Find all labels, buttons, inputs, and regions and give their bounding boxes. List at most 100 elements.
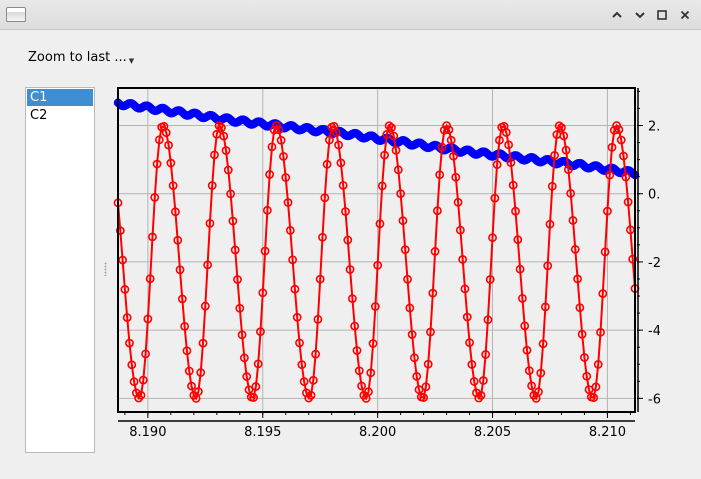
c1-point <box>490 193 500 203</box>
title-bar[interactable] <box>0 0 701 30</box>
c1-point <box>345 265 355 274</box>
c1-point <box>478 376 488 385</box>
c1-point <box>352 346 362 355</box>
c1-point <box>150 192 160 202</box>
c1-point <box>536 368 546 378</box>
c1-point <box>366 368 376 378</box>
c1-point <box>265 170 275 179</box>
c1-point <box>437 142 447 152</box>
c1-point <box>285 225 295 235</box>
c1-point <box>338 180 348 190</box>
close-button[interactable] <box>676 6 694 24</box>
c1-point <box>389 131 399 141</box>
c1-point <box>396 189 406 199</box>
c1-point <box>148 232 157 242</box>
series-c1 <box>113 121 640 403</box>
c1-point <box>591 382 601 392</box>
c1-point <box>506 158 516 168</box>
y-axis: 2.0 0.0 -2.0 -4.0 -6.0 <box>637 88 660 412</box>
c1-line <box>117 123 636 401</box>
c1-point <box>256 327 265 336</box>
c1-point <box>469 377 479 386</box>
y-tick-label: 2.0 <box>648 120 660 135</box>
c1-point <box>168 181 178 191</box>
dropdown-arrow-icon: ▼ <box>128 57 135 65</box>
c1-point <box>563 165 573 174</box>
channel-item-c1[interactable]: C1 <box>27 89 93 106</box>
c1-point <box>219 131 229 141</box>
c1-point <box>460 284 470 294</box>
c1-point <box>481 350 491 359</box>
window-app-icon <box>6 7 26 22</box>
c1-point <box>230 245 240 255</box>
c1-point <box>432 206 442 216</box>
c1-point <box>306 390 316 400</box>
c1-point <box>324 135 334 145</box>
c1-point <box>200 301 210 311</box>
splitter-handle[interactable] <box>104 262 107 276</box>
minimize-button[interactable] <box>608 6 626 24</box>
c1-point <box>235 303 245 313</box>
c1-point <box>249 393 258 402</box>
c1-point <box>308 375 318 385</box>
c1-point <box>269 125 279 135</box>
c1-point <box>446 135 456 145</box>
c1-point <box>573 274 582 284</box>
c1-point <box>311 349 321 359</box>
c1-point <box>522 345 532 355</box>
c1-point <box>198 338 208 348</box>
c1-point <box>370 302 380 311</box>
c1-point <box>543 261 553 271</box>
channel-list[interactable]: C1 C2 <box>25 87 95 453</box>
c1-point <box>384 121 394 131</box>
c1-point <box>276 135 286 145</box>
c1-point <box>187 381 196 391</box>
c1-point <box>343 235 353 245</box>
c1-point <box>538 339 548 349</box>
c1-point <box>580 353 589 362</box>
c1-point <box>570 244 580 254</box>
c1-point <box>545 219 555 229</box>
plot-area[interactable]: 8.190 8.195 8.200 8.205 8.210 2.0 0.0 -2.0 -4.0… <box>100 80 660 440</box>
c1-point <box>582 371 592 381</box>
c1-point <box>214 121 224 131</box>
c1-point <box>288 255 298 265</box>
c1-point <box>260 246 270 256</box>
c1-point <box>596 327 605 337</box>
c1-point <box>527 381 536 391</box>
c1-point <box>131 388 141 398</box>
zoom-dropdown[interactable]: Zoom to last ... ▼ <box>28 48 134 66</box>
c1-point <box>568 216 578 225</box>
c1-point <box>274 125 284 135</box>
c1-point <box>455 225 465 235</box>
y-tick-label: -4.0 <box>648 324 660 339</box>
c1-point <box>575 303 585 313</box>
c1-point <box>465 338 474 348</box>
c1-point <box>292 312 302 322</box>
c1-point <box>518 293 527 303</box>
c1-point <box>373 260 383 270</box>
c1-point <box>138 375 148 385</box>
x-tick-label: 8.195 <box>244 425 281 440</box>
series-c2 <box>113 98 640 180</box>
c1-point <box>453 197 463 207</box>
maximize-button[interactable] <box>653 6 671 24</box>
c1-point <box>341 207 350 216</box>
c1-point <box>393 165 403 175</box>
c1-point <box>320 193 330 203</box>
c1-point <box>462 312 472 322</box>
c1-point <box>419 393 429 402</box>
restore-button[interactable] <box>631 6 649 24</box>
c1-point <box>557 123 566 133</box>
c1-point <box>520 321 530 331</box>
channel-item-c2[interactable]: C2 <box>30 108 48 123</box>
c1-point <box>534 387 543 397</box>
c1-point <box>513 235 523 245</box>
x-tick-label: 8.190 <box>129 425 166 440</box>
maximize-icon <box>657 10 667 20</box>
c1-point <box>628 254 638 264</box>
c1-point <box>322 159 332 169</box>
c1-point <box>614 125 624 135</box>
c1-point <box>426 327 435 337</box>
c1-point <box>476 390 486 400</box>
